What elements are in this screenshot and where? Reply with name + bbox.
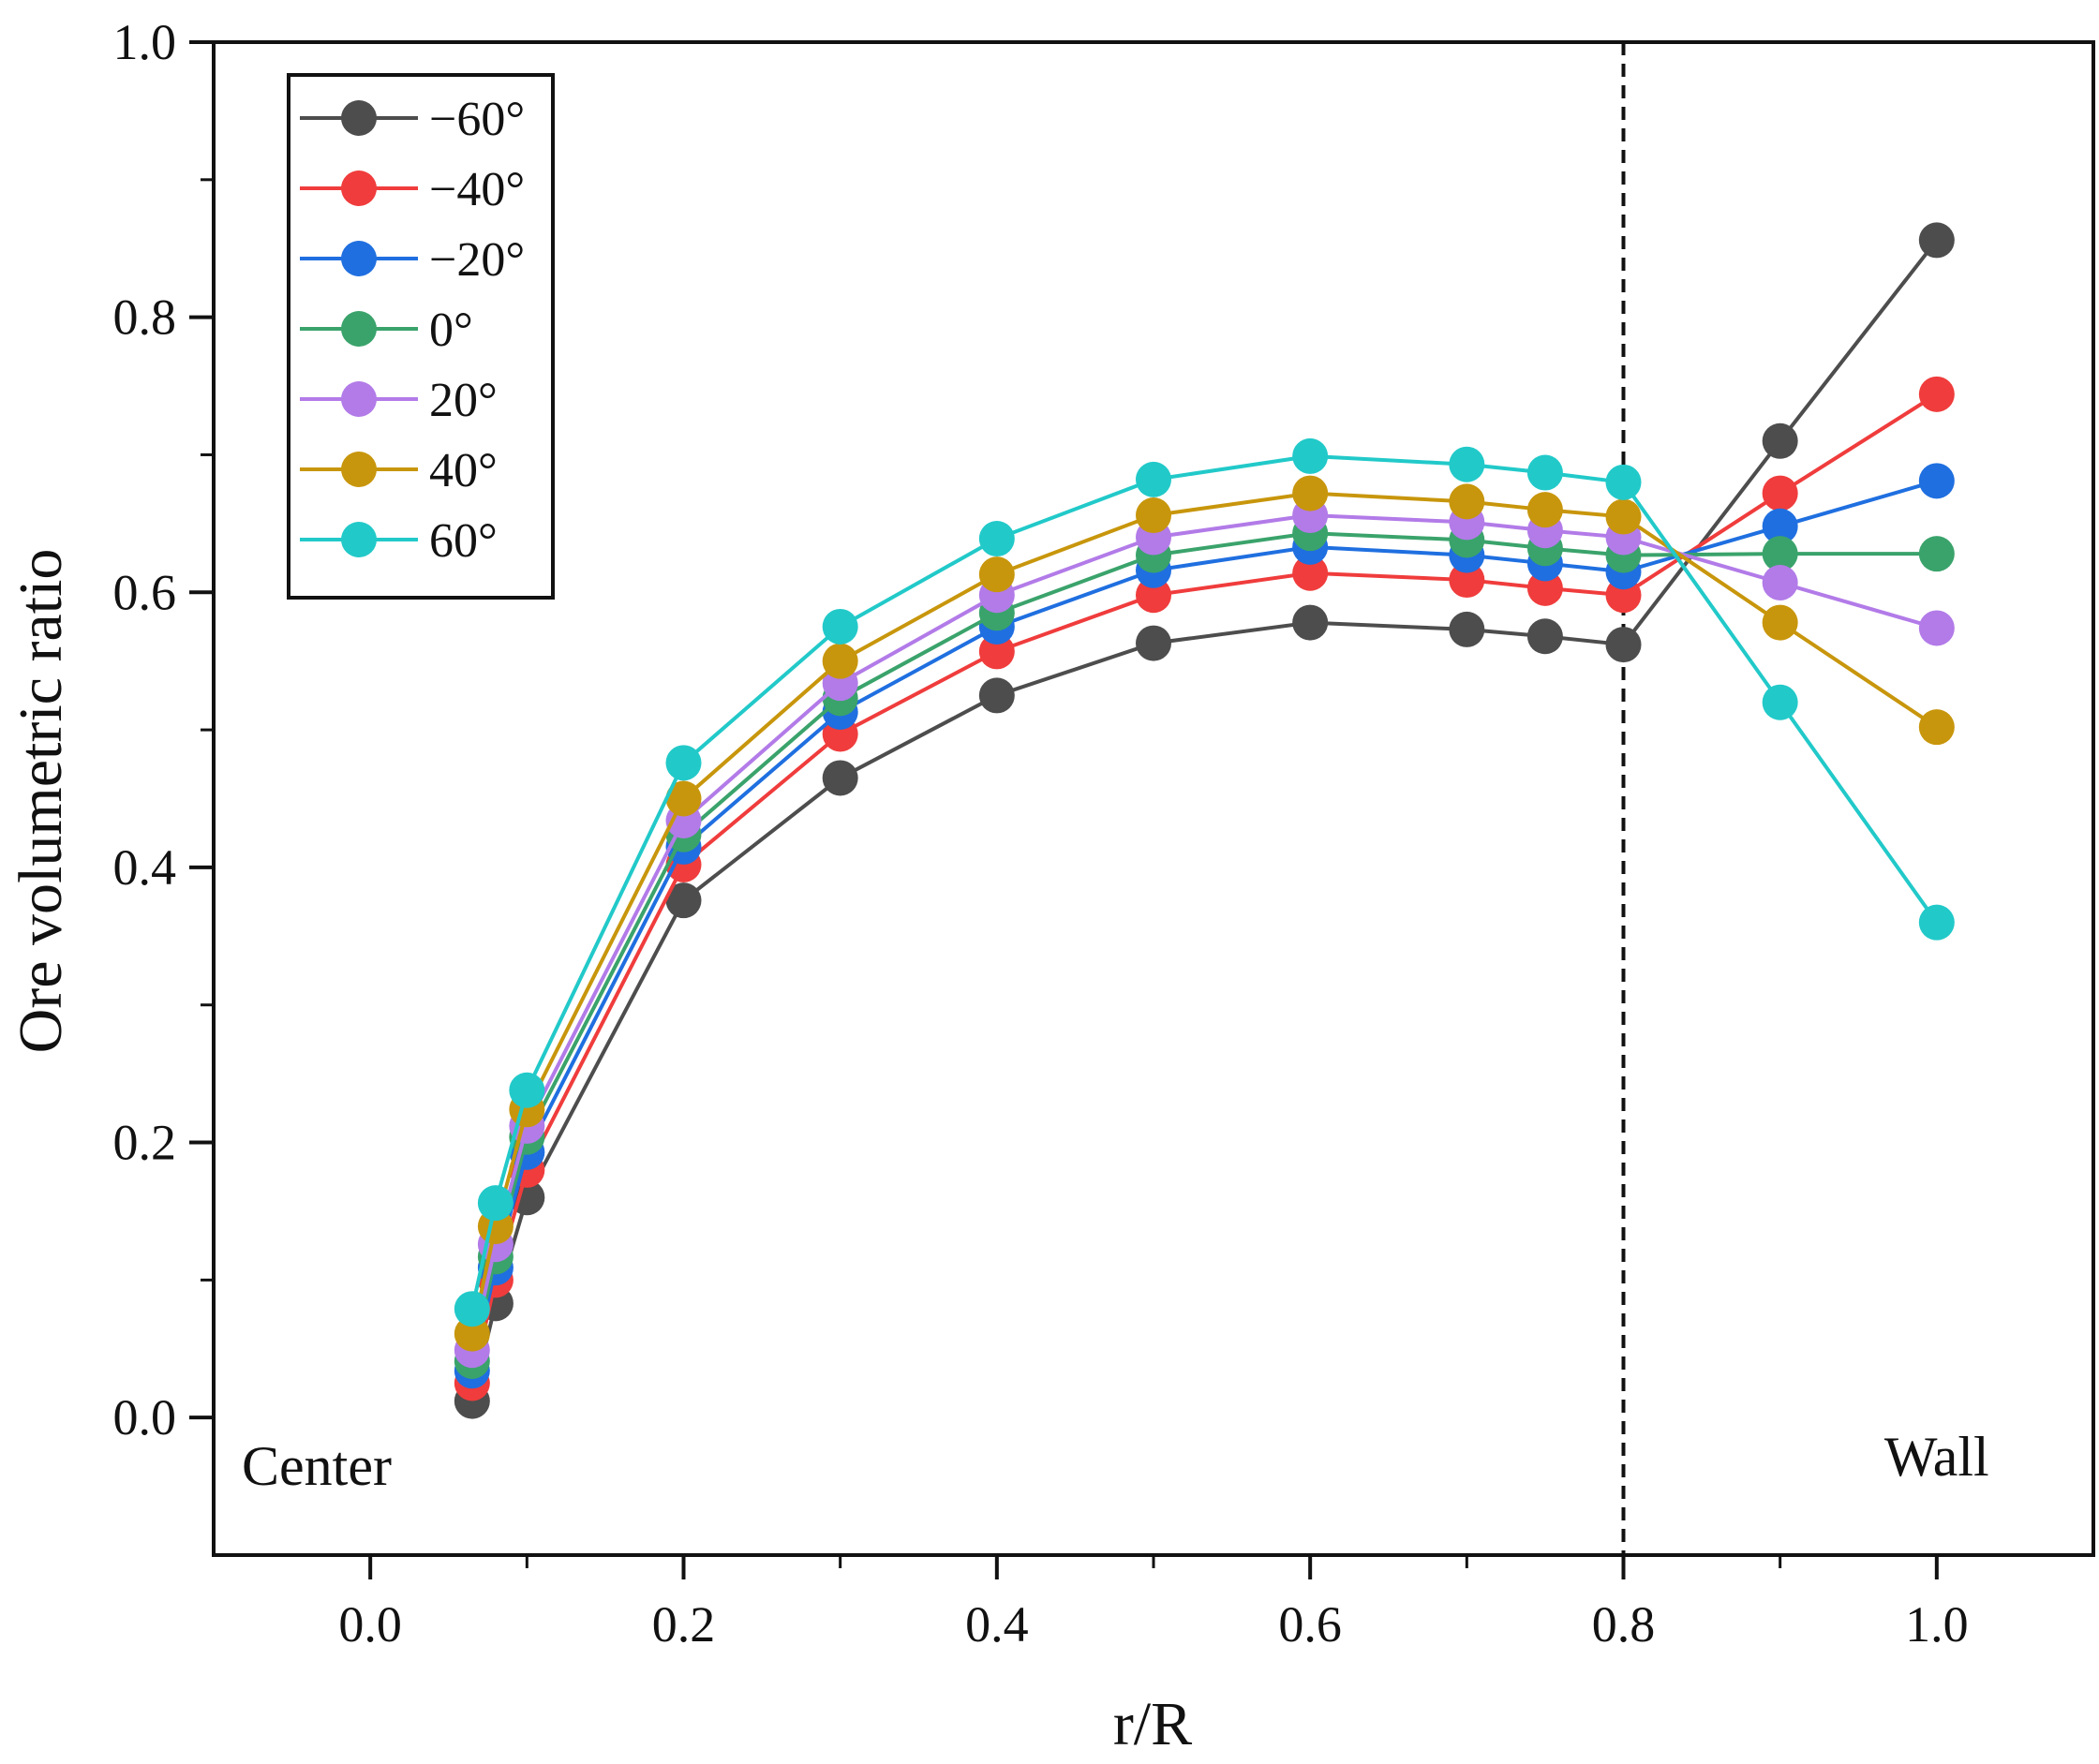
data-point — [1762, 684, 1798, 720]
data-point — [1292, 437, 1329, 474]
data-point — [665, 780, 702, 817]
legend-label: −60° — [429, 93, 525, 146]
y-tick-label: 0.0 — [113, 1389, 177, 1445]
data-point — [978, 556, 1015, 593]
data-point — [1292, 555, 1329, 591]
data-point — [1918, 536, 1955, 572]
data-point — [822, 608, 858, 645]
data-point — [1762, 536, 1798, 572]
data-point — [822, 760, 858, 796]
legend-group: −60° −40° −20° 0° 20° 40° 60° — [287, 73, 555, 600]
x-tick-label: 0.6 — [1278, 1596, 1342, 1653]
legend-marker — [341, 170, 377, 206]
legend-label: 60° — [429, 514, 498, 568]
data-point — [1918, 610, 1955, 646]
data-point — [1136, 625, 1171, 661]
x-tick-label: 0.0 — [338, 1596, 402, 1653]
legend-label: 20° — [429, 374, 498, 427]
data-point — [665, 882, 702, 919]
legend-marker — [341, 522, 377, 557]
legend-box — [287, 73, 555, 600]
data-point — [1605, 498, 1642, 535]
data-point — [1526, 492, 1563, 528]
data-point — [1449, 446, 1485, 482]
data-point — [1449, 483, 1485, 520]
annotation-center: Center — [242, 1435, 392, 1497]
data-point — [1605, 464, 1642, 500]
data-point — [978, 633, 1015, 670]
legend-label: 40° — [429, 444, 498, 497]
series-line-3 — [469, 531, 1937, 1362]
data-point — [1918, 904, 1955, 941]
data-point — [1449, 611, 1485, 647]
data-point — [1292, 475, 1329, 511]
data-point — [509, 1072, 545, 1108]
x-tick-label: 0.4 — [965, 1596, 1029, 1653]
x-tick-label: 0.2 — [652, 1596, 716, 1653]
x-tick-label: 1.0 — [1905, 1596, 1969, 1653]
data-point — [1918, 709, 1955, 746]
annotations-group: Center Wall — [242, 1426, 1989, 1497]
data-point — [1762, 422, 1798, 459]
data-point — [454, 1315, 490, 1352]
y-tick-label: 0.2 — [113, 1115, 177, 1171]
axis-ticks-group: 0.0 0.2 0.4 0.6 0.8 1.0 0.0 0.2 0.4 0.6 0.8 1.0 — [113, 14, 1969, 1653]
legend-marker — [341, 311, 377, 347]
data-point — [1762, 564, 1798, 600]
data-point — [1136, 497, 1171, 534]
legend-label: 0° — [429, 304, 473, 357]
legend-label: −40° — [429, 163, 525, 216]
series-line-4 — [469, 513, 1938, 1351]
data-point — [1918, 463, 1955, 499]
data-point — [978, 521, 1015, 557]
y-tick-label: 0.6 — [113, 564, 177, 620]
data-point — [1918, 376, 1955, 412]
series-line-6 — [469, 453, 1939, 1310]
data-point — [454, 1291, 490, 1327]
annotation-wall: Wall — [1884, 1426, 1989, 1488]
data-point — [1292, 604, 1329, 641]
data-point — [1449, 562, 1485, 599]
data-point — [978, 677, 1015, 714]
y-tick-label: 0.4 — [113, 839, 177, 896]
x-axis-title: r/R — [1113, 1690, 1192, 1758]
legend-marker — [341, 241, 377, 276]
legend-label: −20° — [429, 233, 525, 287]
x-tick-label: 0.8 — [1592, 1596, 1656, 1653]
data-point — [1762, 604, 1798, 641]
legend-marker — [341, 381, 377, 417]
data-point — [822, 643, 858, 679]
data-point — [1526, 570, 1563, 606]
data-point — [1136, 577, 1171, 614]
data-point — [1136, 461, 1171, 497]
data-point — [665, 745, 702, 781]
legend-marker — [341, 100, 377, 136]
data-point — [1918, 222, 1955, 259]
data-point — [1605, 627, 1642, 663]
y-axis-title: Ore volumetric ratio — [7, 549, 75, 1054]
y-tick-label: 1.0 — [113, 14, 177, 70]
data-point — [1526, 454, 1563, 491]
data-point — [1526, 618, 1563, 655]
series-group — [454, 222, 1955, 1419]
legend-marker — [341, 452, 377, 487]
data-point — [1762, 475, 1798, 511]
data-point — [477, 1185, 514, 1222]
data-point — [1762, 508, 1798, 544]
y-tick-label: 0.8 — [113, 289, 177, 346]
